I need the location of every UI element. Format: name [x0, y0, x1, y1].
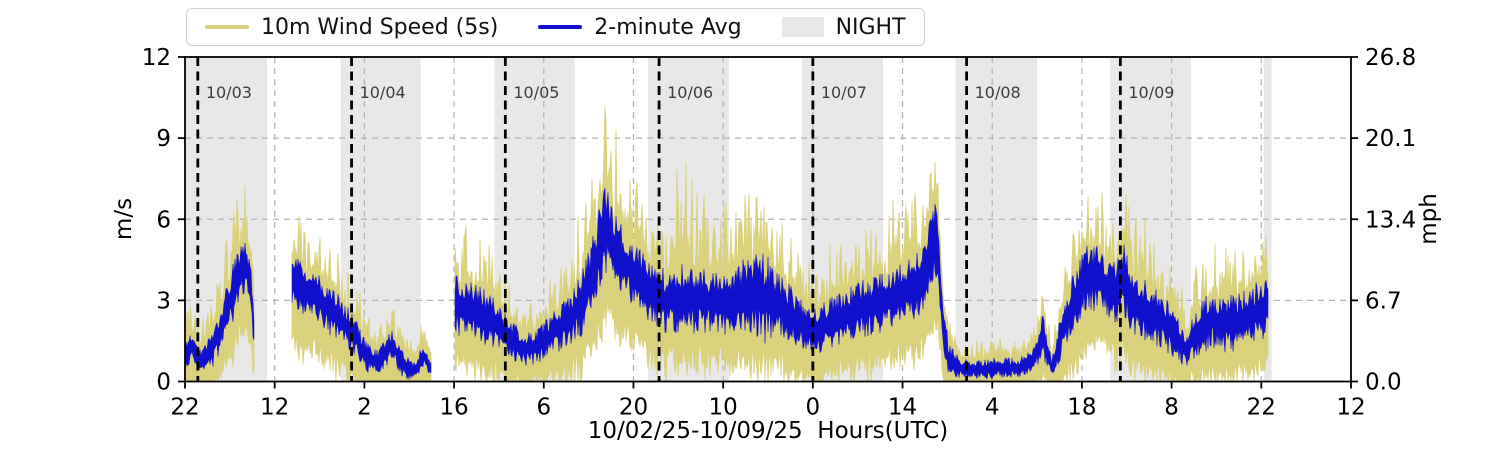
x-tick-label: 22 — [1247, 395, 1276, 421]
x-tick-label: 6 — [536, 395, 551, 421]
y-right-tick-label: 26.8 — [1365, 45, 1416, 71]
y-right-tick-label: 0.0 — [1365, 370, 1402, 396]
x-tick-label: 14 — [888, 395, 917, 421]
date-label: 10/03 — [206, 83, 252, 102]
x-axis-label: 10/02/25-10/09/25 Hours(UTC) — [588, 418, 948, 444]
2min-avg-series — [184, 242, 255, 371]
2min-avg-series — [291, 258, 432, 380]
y-right-tick-label: 6.7 — [1365, 288, 1402, 314]
x-tick-label: 12 — [260, 395, 289, 421]
y-left-tick-label: 6 — [156, 207, 171, 233]
x-tick-label: 2 — [357, 395, 372, 421]
date-label: 10/09 — [1128, 83, 1174, 102]
date-label: 10/08 — [975, 83, 1021, 102]
y-left-tick-label: 0 — [156, 370, 171, 396]
legend-item-2min-avg: 2-minute Avg — [538, 14, 742, 40]
x-tick-label: 4 — [985, 395, 1000, 421]
date-label: 10/04 — [360, 83, 406, 102]
date-label: 10/05 — [513, 83, 559, 102]
wind-speed-5s-line-swatch — [205, 25, 249, 29]
date-label: 10/06 — [667, 83, 713, 102]
x-tick-label: 22 — [170, 395, 199, 421]
y-left-tick-label: 3 — [156, 288, 171, 314]
y-left-tick-label: 9 — [156, 126, 171, 152]
x-tick-label: 0 — [806, 395, 821, 421]
legend-item-night: NIGHT — [781, 14, 906, 40]
legend-label-wind-speed-5s: 10m Wind Speed (5s) — [261, 14, 499, 40]
x-tick-label: 18 — [1067, 395, 1096, 421]
y-left-axis-label: m/s — [111, 198, 137, 240]
x-tick-label: 20 — [619, 395, 648, 421]
legend-label-night: NIGHT — [835, 14, 906, 40]
x-tick-label: 10 — [709, 395, 738, 421]
x-tick-label: 12 — [1336, 395, 1365, 421]
legend: 10m Wind Speed (5s) 2-minute Avg NIGHT — [186, 8, 925, 46]
y-right-tick-label: 20.1 — [1365, 126, 1416, 152]
y-right-axis-label: mph — [1416, 193, 1442, 245]
x-tick-label: 8 — [1164, 395, 1179, 421]
date-label: 10/07 — [821, 83, 867, 102]
night-patch-swatch — [781, 17, 824, 37]
2min-avg-series — [454, 188, 1269, 380]
x-tick-label: 16 — [439, 395, 468, 421]
y-left-tick-label: 12 — [142, 45, 171, 71]
2min-avg-line-swatch — [538, 25, 583, 29]
legend-item-wind-speed-5s: 10m Wind Speed (5s) — [205, 15, 498, 40]
y-right-tick-label: 13.4 — [1365, 207, 1416, 233]
legend-label-2min-avg: 2-minute Avg — [594, 14, 742, 40]
